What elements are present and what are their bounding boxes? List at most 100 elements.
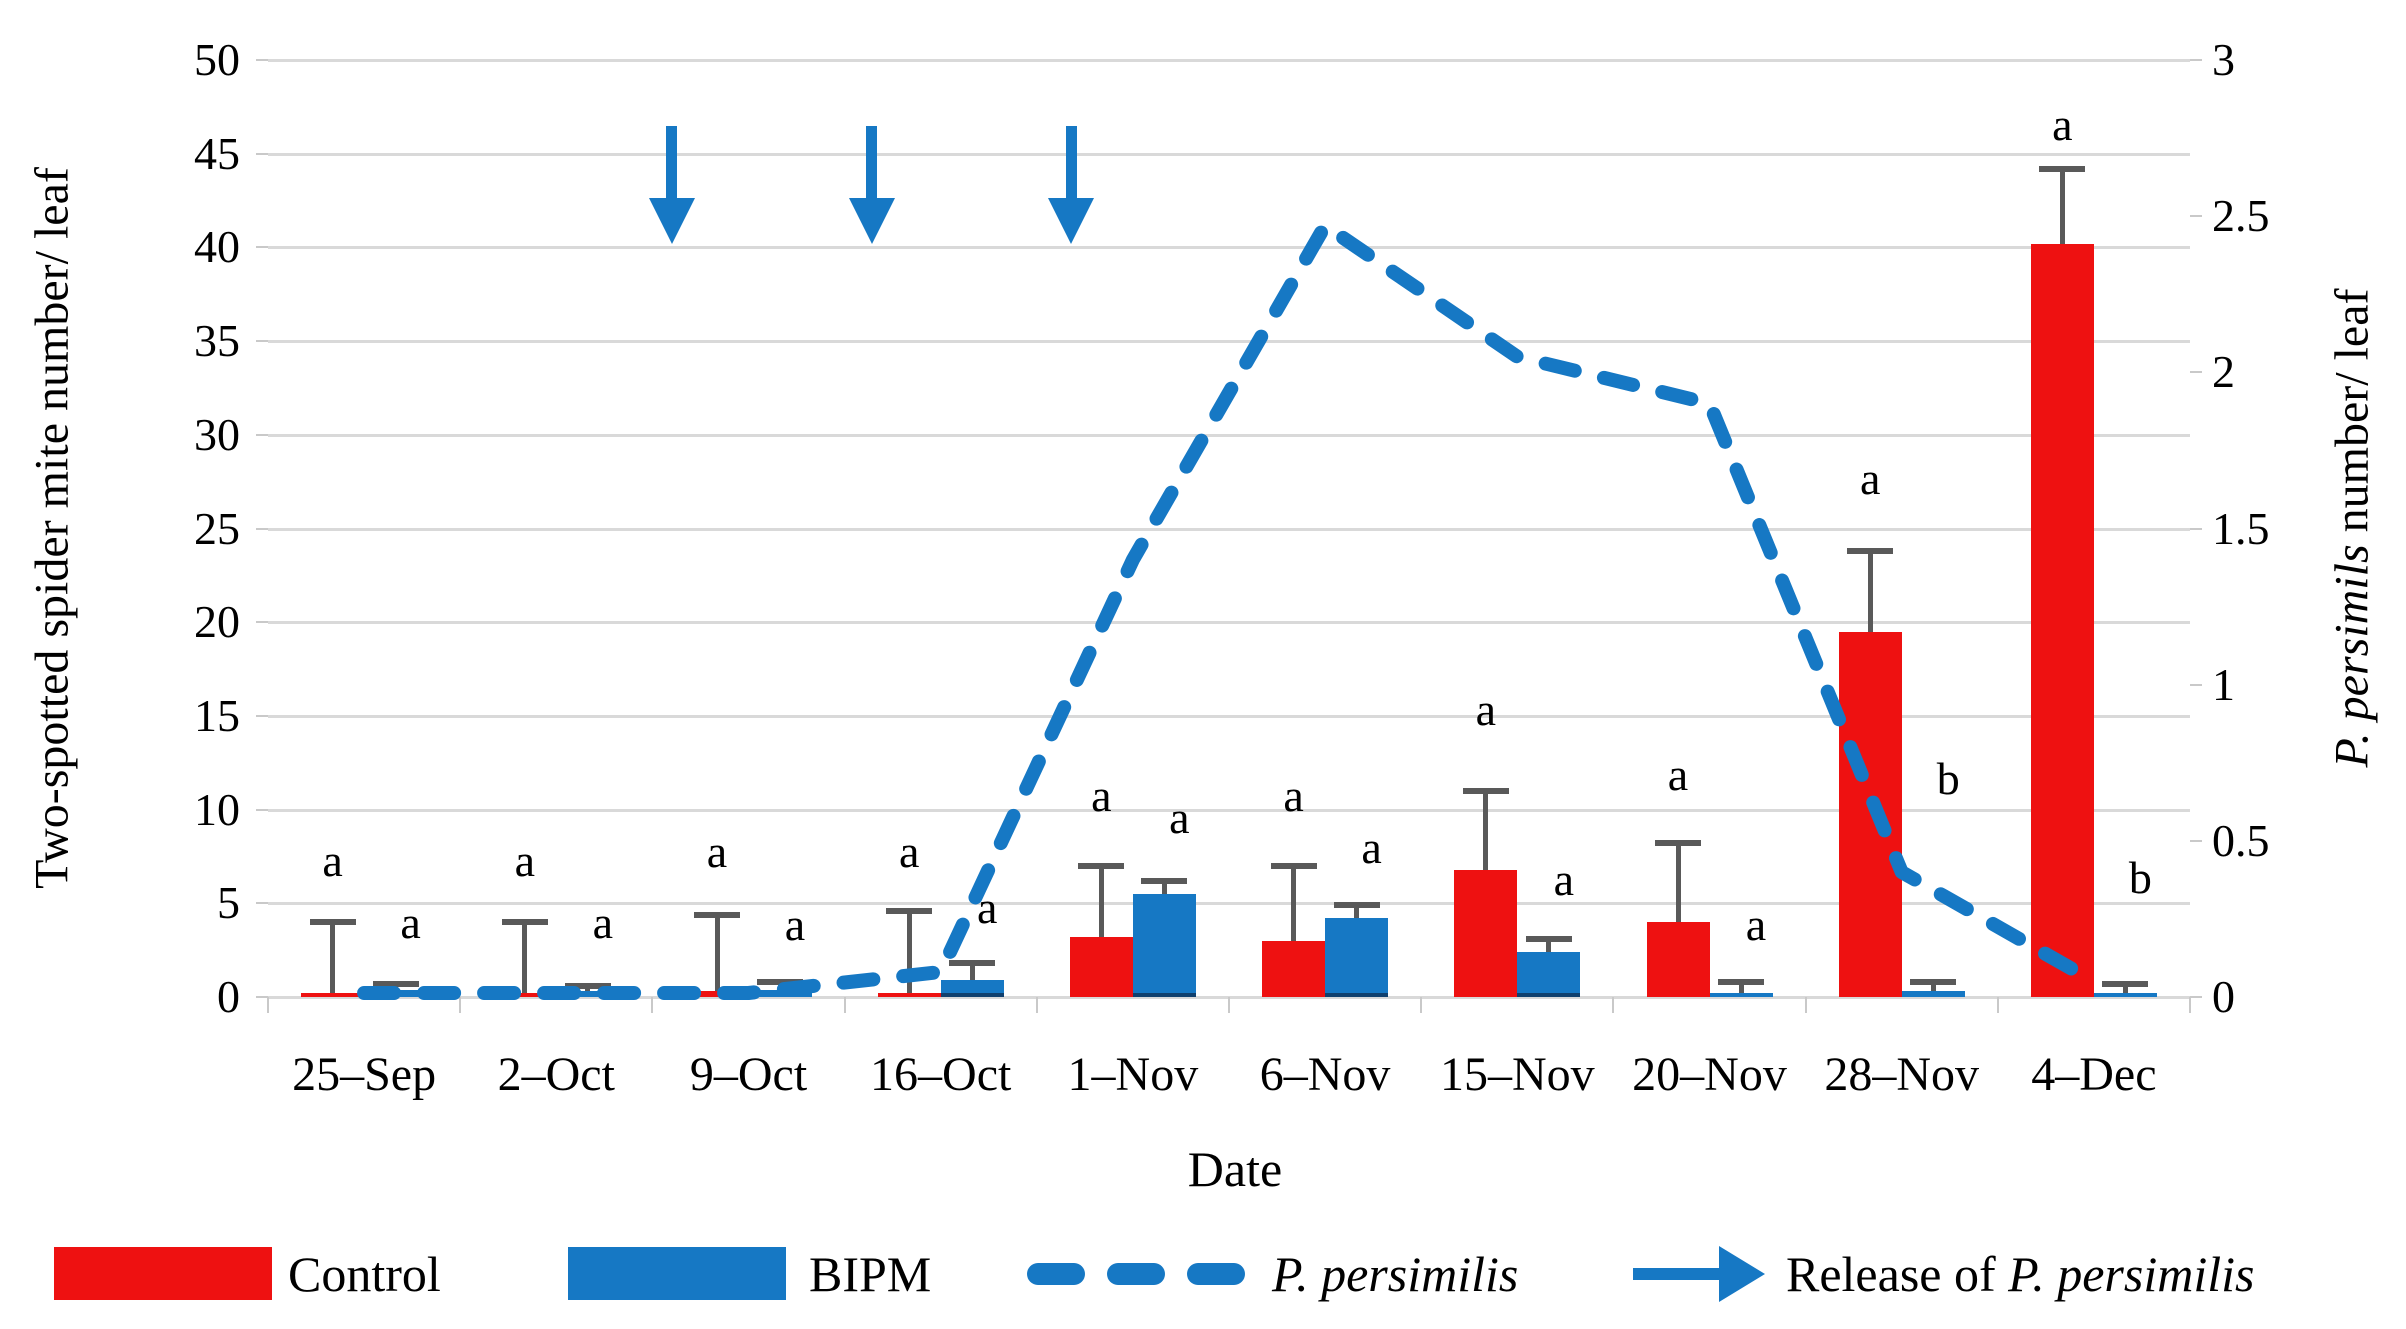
- x-axis-category-label: 1–Nov: [1067, 1048, 1199, 1101]
- significance-letter: a: [592, 897, 613, 949]
- left-axis-tick-label: 5: [217, 877, 240, 929]
- x-axis-category-label: 6–Nov: [1259, 1048, 1391, 1101]
- left-axis-tick-label: 50: [194, 34, 240, 85]
- legend-release-label: Release of P. persimilis: [1786, 1245, 2254, 1303]
- right-axis-tick: [2190, 996, 2202, 998]
- right-axis-tick-label: 1: [2212, 658, 2235, 710]
- legend-control-swatch: [54, 1247, 272, 1300]
- left-axis-tick: [256, 340, 268, 343]
- right-axis-title-italic: P. persimils: [2325, 544, 2379, 768]
- left-axis-tick-label: 10: [194, 783, 240, 835]
- left-axis-tick-label: 45: [194, 127, 240, 179]
- right-axis-tick-label: 3: [2212, 34, 2235, 85]
- x-axis-tick: [1804, 997, 1807, 1013]
- x-axis-tick: [1228, 997, 1230, 1013]
- right-axis-tick: [2190, 371, 2202, 374]
- significance-letter: a: [514, 835, 535, 887]
- left-axis-tick: [256, 152, 268, 155]
- x-axis-tick: [2189, 997, 2191, 1013]
- x-axis-category-label: 9–Oct: [689, 1048, 808, 1101]
- x-axis-tick: [459, 997, 462, 1013]
- x-axis-category-label: 16–Oct: [870, 1048, 1012, 1101]
- release-arrow-icon: [866, 126, 877, 200]
- significance-letter: a: [976, 882, 998, 934]
- significance-letter: a: [1667, 749, 1689, 801]
- gridline: [268, 152, 2190, 156]
- x-axis-category-label: 25–Sep: [292, 1048, 437, 1101]
- right-axis-tick-label: 2: [2212, 346, 2235, 398]
- significance-letter: a: [1091, 769, 1112, 821]
- x-axis-category-label: 2–Oct: [497, 1048, 615, 1101]
- left-axis-tick-label: 40: [194, 221, 240, 273]
- left-axis-tick-label: 20: [194, 596, 240, 648]
- legend-dash-swatch-segment: [1027, 1263, 1085, 1285]
- x-axis-tick: [267, 997, 269, 1013]
- right-axis-tick: [2190, 683, 2202, 686]
- left-axis-tick: [256, 246, 268, 249]
- legend-bipm-label: BIPM: [809, 1246, 932, 1302]
- right-axis-tick-label: 0: [2212, 971, 2235, 1022]
- left-axis-tick: [256, 621, 268, 624]
- error-bar-line: [2059, 168, 2065, 244]
- legend-release-arrow-shaft: [1633, 1268, 1719, 1280]
- significance-letter: a: [1475, 683, 1496, 735]
- x-axis-category-label: 20–Nov: [1632, 1048, 1787, 1101]
- right-axis-title-rest: number/ leaf: [2325, 288, 2379, 545]
- left-axis-title: Two-spotted spider mite number/ leaf: [25, 167, 79, 889]
- left-axis-tick: [256, 433, 268, 436]
- legend-release-arrow-head: [1719, 1246, 1765, 1302]
- right-axis-tick: [2190, 839, 2202, 842]
- error-bar-line: [2122, 983, 2128, 994]
- legend-dash-swatch-segment: [1187, 1263, 1245, 1285]
- x-axis-tick: [1612, 997, 1615, 1013]
- left-axis-tick-label: 35: [194, 315, 240, 367]
- left-axis-tick-label: 25: [194, 502, 240, 554]
- release-arrow-icon: [666, 126, 678, 200]
- left-axis-tick-label: 15: [194, 689, 240, 741]
- gridline: [268, 59, 2190, 62]
- right-axis-title: P. persimils number/ leaf: [2325, 288, 2380, 767]
- significance-letter: a: [1859, 453, 1881, 505]
- significance-letter: a: [1745, 899, 1767, 951]
- bar-bipm: [2093, 993, 2157, 997]
- error-bar-cap: [2102, 980, 2149, 987]
- significance-letter: a: [706, 826, 728, 878]
- right-axis-tick-label: 2.5: [2212, 190, 2270, 242]
- left-axis-tick: [256, 808, 268, 811]
- right-axis-tick: [2190, 59, 2202, 61]
- x-axis-tick: [1035, 997, 1038, 1013]
- x-axis-category-label: 4–Dec: [2031, 1048, 2157, 1101]
- left-axis-tick: [256, 902, 268, 905]
- right-axis-tick-label: 0.5: [2212, 814, 2270, 866]
- significance-letter: b: [2128, 852, 2152, 904]
- x-axis-tick: [843, 997, 846, 1013]
- legend-release-label-prefix: Release of: [1786, 1246, 2009, 1302]
- significance-letter: a: [1361, 822, 1382, 874]
- legend-dash-swatch-segment: [1107, 1263, 1165, 1285]
- significance-letter: a: [784, 899, 806, 951]
- significance-letter: a: [898, 826, 920, 878]
- left-axis-tick: [256, 996, 268, 998]
- x-axis-tick: [1420, 997, 1423, 1013]
- x-axis-category-label: 15–Nov: [1439, 1048, 1595, 1101]
- right-axis-tick: [2190, 215, 2202, 218]
- legend-control-label: Control: [288, 1246, 441, 1302]
- left-axis-tick: [256, 527, 268, 530]
- x-axis-tick: [1996, 997, 1999, 1013]
- legend-release-label-italic: P. persimilis: [2008, 1246, 2255, 1302]
- error-bar-cap: [2039, 165, 2086, 172]
- legend-p-persimilis-label: P. persimilis: [1272, 1246, 1519, 1302]
- right-axis-tick: [2190, 527, 2202, 530]
- significance-letter: b: [1936, 752, 1960, 804]
- significance-letter: a: [400, 897, 421, 949]
- right-axis-tick-label: 1.5: [2212, 502, 2270, 554]
- significance-letter: a: [1283, 769, 1304, 821]
- x-axis-category-label: 28–Nov: [1824, 1048, 1980, 1101]
- left-axis-tick-label: 30: [194, 408, 240, 460]
- error-bar-cap: [309, 919, 356, 926]
- left-axis-tick-label: 0: [217, 971, 240, 1022]
- x-axis-title: Date: [1187, 1141, 1283, 1197]
- release-arrow-icon: [1065, 126, 1077, 200]
